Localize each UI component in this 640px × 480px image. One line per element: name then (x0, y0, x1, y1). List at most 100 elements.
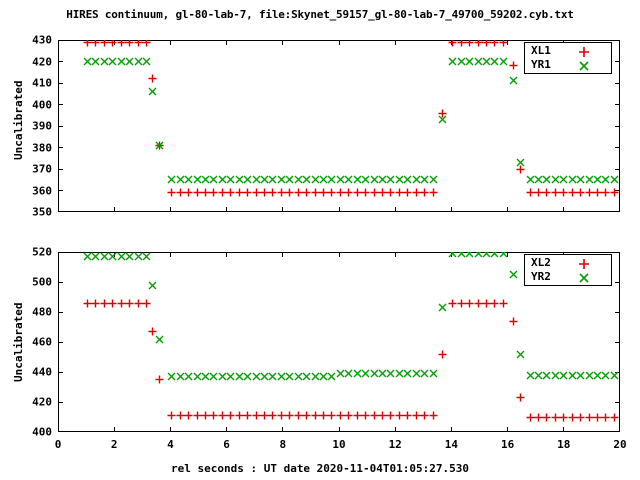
data-point-yr1 (542, 175, 551, 184)
top-plot-legend: XL1 YR1 (524, 42, 612, 74)
data-point-yr2 (167, 372, 176, 381)
data-point-xl1 (167, 188, 176, 197)
data-point-yr2 (457, 252, 466, 258)
x-tick-mark (282, 40, 284, 45)
data-point-yr1 (457, 57, 466, 66)
y-tick-label: 390 (32, 119, 52, 133)
x-tick-mark (226, 427, 228, 432)
data-point-xl1 (420, 188, 429, 197)
data-point-yr2 (252, 372, 261, 381)
data-point-xl2 (559, 413, 568, 422)
y-tick-mark (58, 82, 63, 84)
x-tick-mark (58, 207, 59, 212)
x-tick-mark (169, 252, 171, 257)
data-point-xl1 (201, 188, 210, 197)
x-tick-mark (226, 40, 228, 45)
y-tick-mark (615, 252, 620, 253)
data-point-xl1 (344, 188, 353, 197)
data-point-yr2 (465, 252, 474, 258)
data-point-yr2 (593, 371, 602, 380)
data-point-xl1 (370, 188, 379, 197)
data-point-xl1 (559, 188, 568, 197)
data-point-xl2 (302, 411, 311, 420)
data-point-yr2 (370, 369, 379, 378)
data-point-xl1 (593, 188, 602, 197)
data-point-yr2 (100, 252, 109, 261)
y-tick-mark (58, 431, 63, 432)
data-point-yr1 (534, 175, 543, 184)
data-point-xl2 (568, 413, 577, 422)
data-point-yr1 (226, 175, 235, 184)
data-point-xl2 (268, 411, 277, 420)
data-point-yr2 (526, 371, 535, 380)
y-tick-mark (615, 281, 620, 283)
x-tick-label: 14 (444, 438, 459, 451)
data-point-xl2 (285, 411, 294, 420)
data-point-yr1 (142, 57, 151, 66)
data-point-xl2 (610, 413, 619, 422)
x-tick-mark (338, 207, 340, 212)
y-tick-label: 380 (32, 141, 52, 154)
data-point-xl2 (499, 299, 508, 308)
x-tick-mark (450, 427, 452, 432)
data-point-xl1 (585, 188, 594, 197)
data-point-xl1 (482, 40, 491, 47)
data-point-xl2 (361, 411, 370, 420)
data-point-yr2 (260, 372, 269, 381)
data-point-xl2 (176, 411, 185, 420)
data-point-xl1 (474, 40, 483, 47)
data-point-xl1 (542, 188, 551, 197)
data-point-xl1 (361, 188, 370, 197)
data-point-yr1 (235, 175, 244, 184)
x-tick-mark (113, 207, 115, 212)
data-point-yr1 (294, 175, 303, 184)
data-point-xl2 (482, 299, 491, 308)
data-point-xl1 (336, 188, 345, 197)
data-point-xl2 (142, 299, 151, 308)
data-point-yr2 (148, 281, 157, 290)
y-tick-mark (58, 401, 63, 403)
x-tick-mark (169, 207, 171, 212)
x-tick-mark (58, 40, 59, 45)
data-point-yr1 (474, 57, 483, 66)
x-tick-mark (113, 40, 115, 45)
data-point-yr2 (209, 372, 218, 381)
data-point-xl1 (268, 188, 277, 197)
data-point-yr2 (559, 371, 568, 380)
legend-marker-yr2-cross-icon (577, 270, 591, 284)
x-tick-mark (282, 207, 284, 212)
y-tick-mark (58, 371, 63, 373)
y-tick-label: 360 (32, 184, 52, 197)
x-tick-mark (507, 40, 509, 45)
data-point-xl1 (209, 188, 218, 197)
data-point-xl2 (403, 411, 412, 420)
data-point-xl1 (277, 188, 286, 197)
x-tick-mark (563, 207, 565, 212)
data-point-yr1 (420, 175, 429, 184)
bottom-plot-legend: XL2 YR2 (524, 254, 612, 286)
data-point-xl2 (465, 299, 474, 308)
x-tick-mark (450, 207, 452, 212)
data-point-yr1 (490, 57, 499, 66)
y-tick-mark (58, 40, 63, 41)
data-point-xl2 (134, 299, 143, 308)
data-point-yr1 (193, 175, 202, 184)
data-point-xl2 (148, 327, 157, 336)
data-point-yr1 (285, 175, 294, 184)
data-point-xl1 (311, 188, 320, 197)
data-point-yr2 (429, 369, 438, 378)
data-point-xl2 (412, 411, 421, 420)
data-point-xl2 (344, 411, 353, 420)
x-tick-mark (507, 252, 509, 257)
data-point-xl1 (403, 188, 412, 197)
y-tick-mark (615, 168, 620, 170)
x-tick-label: 18 (557, 438, 571, 451)
data-point-xl2 (526, 413, 535, 422)
y-tick-label: 370 (32, 162, 52, 176)
data-point-yr2 (378, 369, 387, 378)
data-point-yr1 (277, 175, 286, 184)
data-point-xl1 (155, 141, 164, 150)
data-point-xl1 (117, 40, 126, 47)
data-point-yr2 (490, 252, 499, 258)
